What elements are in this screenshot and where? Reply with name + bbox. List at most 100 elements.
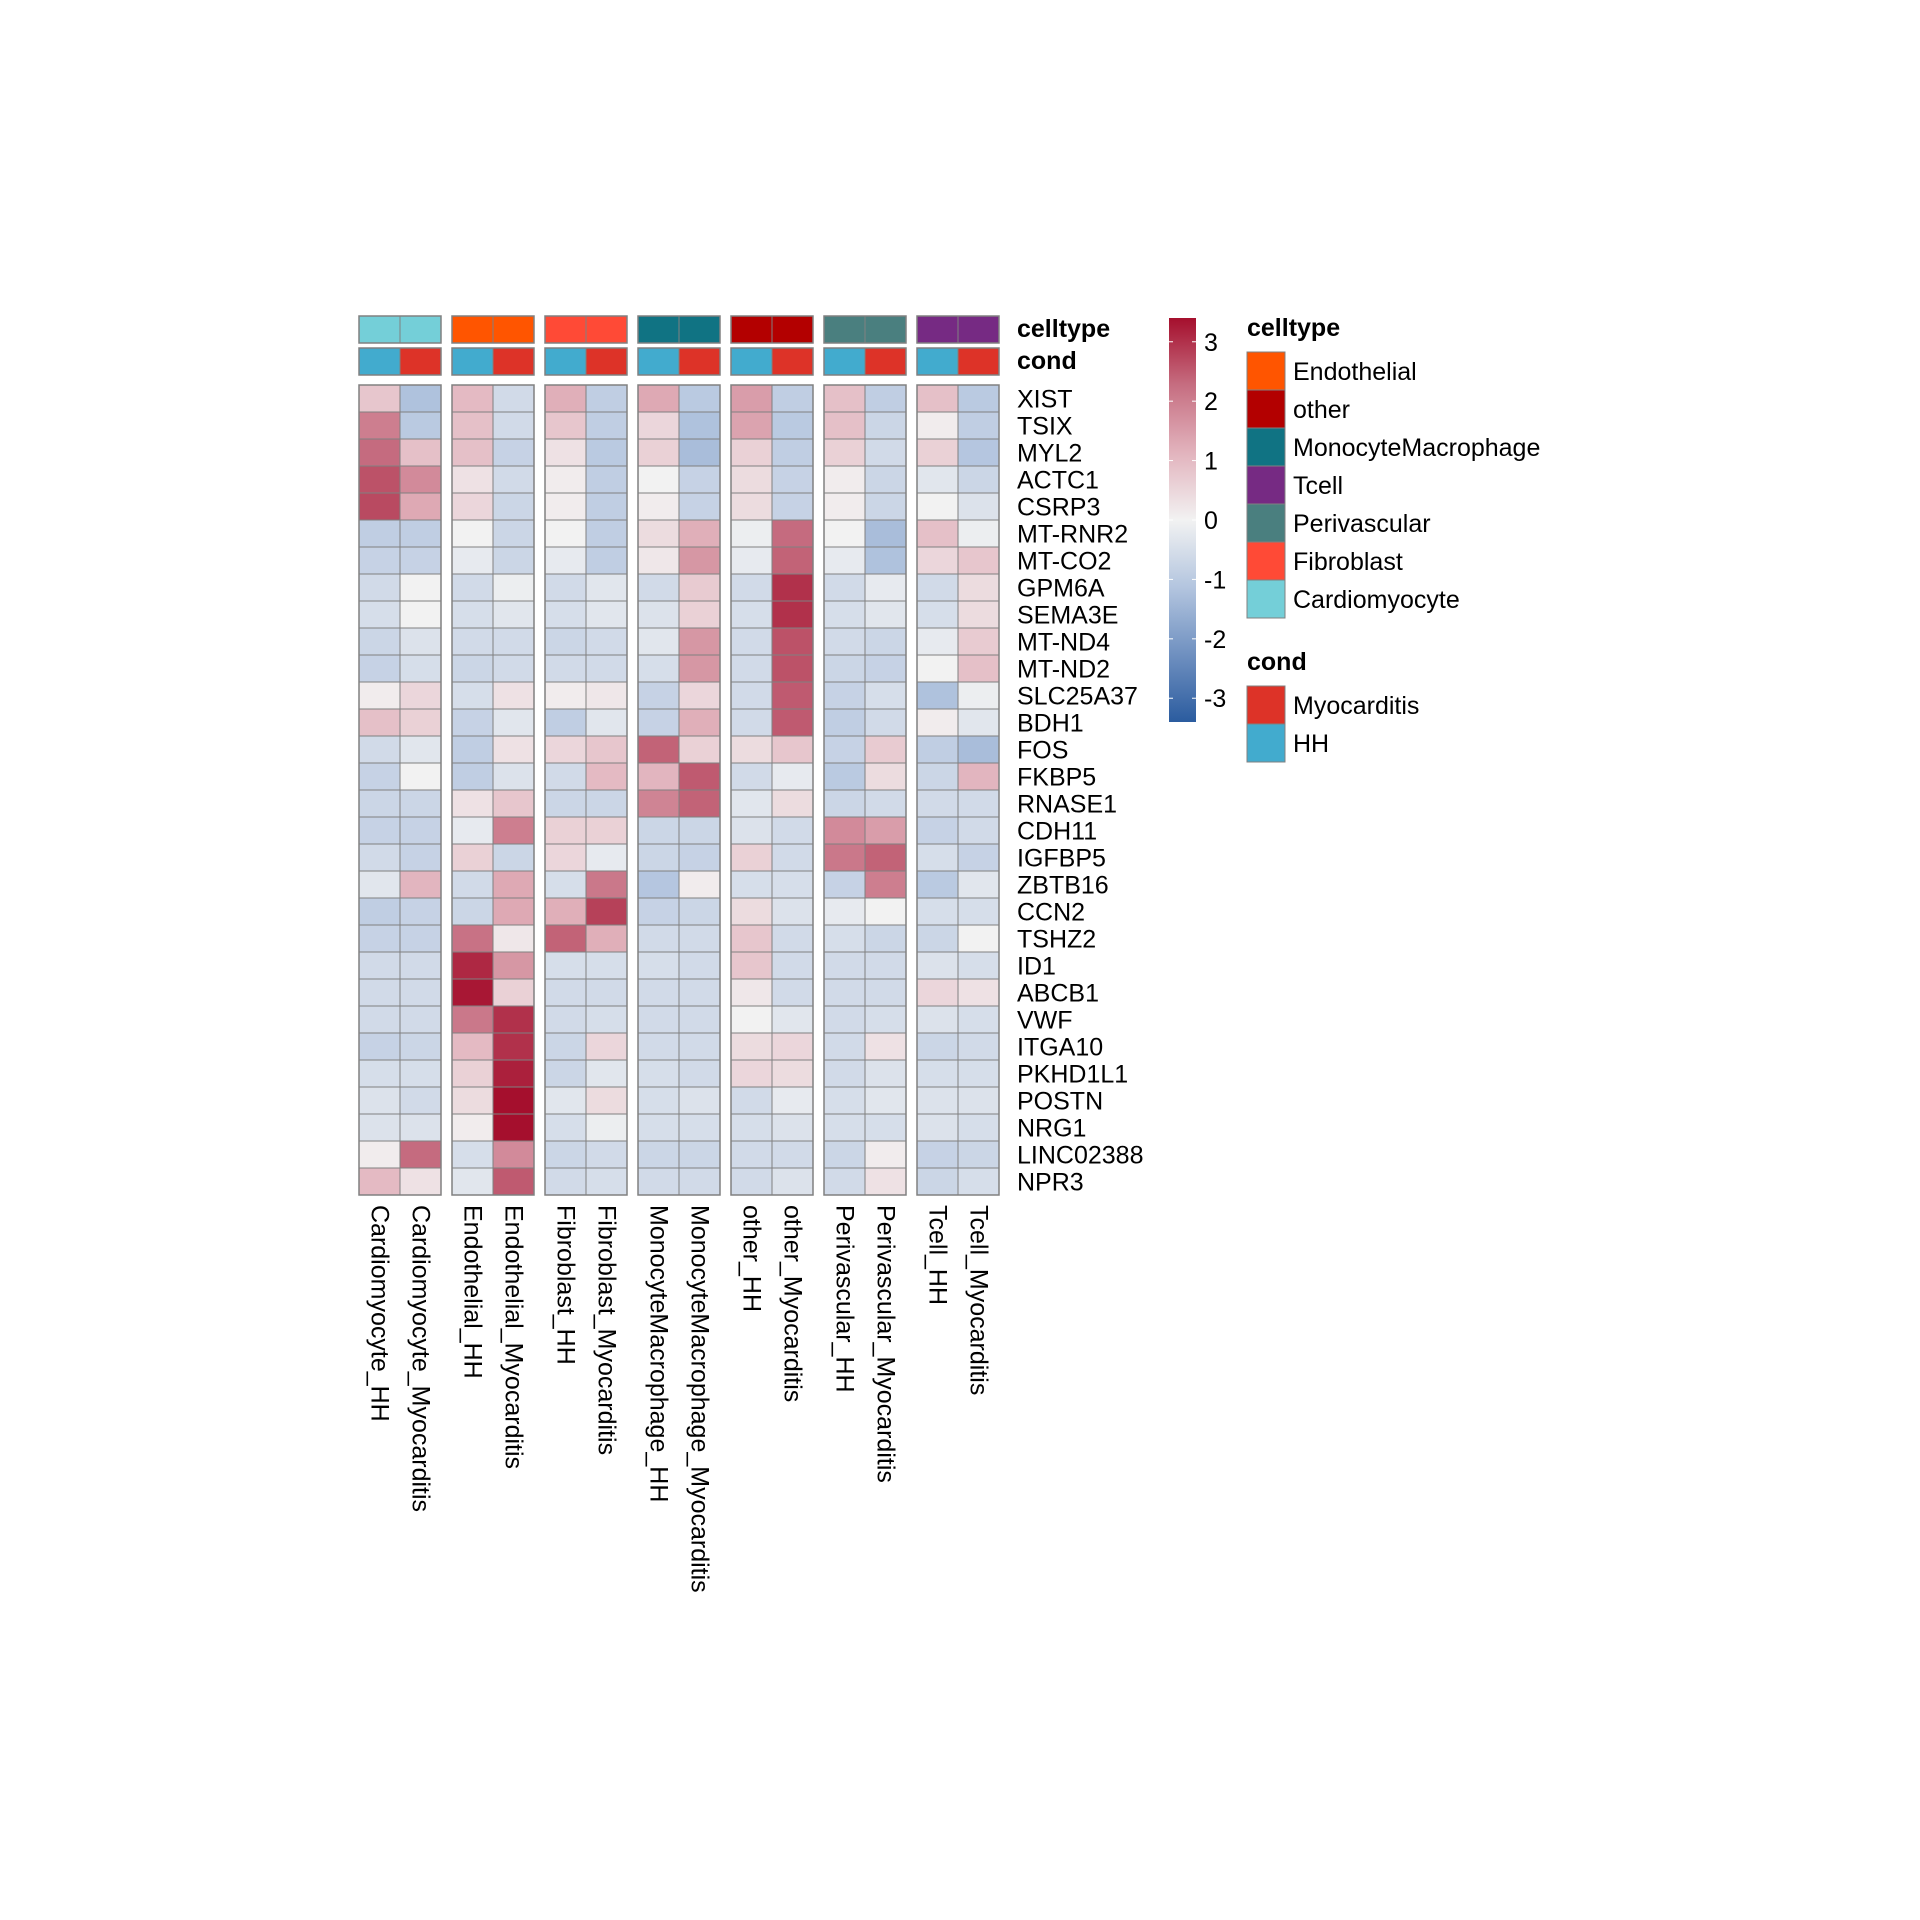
heatmap-cell (864, 465, 907, 494)
heatmap-cell (399, 438, 442, 467)
heatmap-cell (957, 951, 1000, 980)
heatmap-cell (637, 897, 680, 926)
heatmap-cell (771, 573, 814, 602)
heatmap-cell (637, 870, 680, 899)
heatmap-cell (678, 735, 721, 764)
heatmap-cell (544, 843, 587, 872)
column-label: Fibroblast_HH (552, 1205, 580, 1365)
heatmap-cell (358, 546, 401, 575)
heatmap-cell (957, 762, 1000, 791)
heatmap-group-frame (730, 384, 814, 1196)
heatmap-cell (492, 897, 535, 926)
heatmap-cell (730, 951, 773, 980)
heatmap-cell (544, 789, 587, 818)
legend-swatch (1246, 389, 1286, 429)
heatmap-cell (399, 735, 442, 764)
heatmap-cell (916, 843, 959, 872)
heatmap-cell (771, 465, 814, 494)
heatmap-cell (399, 897, 442, 926)
heatmap-cell (637, 951, 680, 980)
heatmap-cell (678, 492, 721, 521)
heatmap-cell (771, 924, 814, 953)
heatmap-cell (492, 573, 535, 602)
row-label: SLC25A37 (1017, 683, 1138, 711)
cond-annotation-cell (544, 347, 587, 376)
color-scale-tick-label: -1 (1204, 566, 1226, 594)
celltype-annotation-cell (492, 315, 535, 344)
annotation-row-labels: celltype cond (1017, 315, 1110, 375)
cond-annotation-cell (358, 347, 401, 376)
heatmap-cell (451, 1140, 494, 1169)
heatmap-cell (637, 735, 680, 764)
heatmap-cell (678, 384, 721, 413)
heatmap-cell (730, 870, 773, 899)
heatmap-cell (916, 492, 959, 521)
heatmap-cell (451, 465, 494, 494)
heatmap-cell (916, 600, 959, 629)
heatmap-cell (864, 384, 907, 413)
heatmap-cell (358, 465, 401, 494)
legend-item-label: Perivascular (1293, 510, 1431, 538)
heatmap-cell (864, 870, 907, 899)
heatmap-cell (451, 627, 494, 656)
heatmap-cell (544, 1086, 587, 1115)
heatmap-cell (451, 546, 494, 575)
heatmap-cell (823, 762, 866, 791)
heatmap-cell (916, 1059, 959, 1088)
heatmap-cell (730, 573, 773, 602)
heatmap-cell (637, 546, 680, 575)
heatmap-cell (916, 1113, 959, 1142)
heatmap-cell (730, 654, 773, 683)
heatmap-cell (771, 1086, 814, 1115)
heatmap-cell (771, 951, 814, 980)
heatmap-cell (358, 573, 401, 602)
heatmap-cell (399, 924, 442, 953)
heatmap-cell (399, 681, 442, 710)
heatmap-cell (730, 492, 773, 521)
heatmap-cell (637, 654, 680, 683)
heatmap-cell (957, 897, 1000, 926)
heatmap-cell (492, 600, 535, 629)
column-label: Tcell_HH (924, 1205, 952, 1305)
heatmap-cell (399, 465, 442, 494)
celltype-annotation-cell (637, 315, 680, 344)
heatmap-cell (916, 762, 959, 791)
heatmap-cell (399, 951, 442, 980)
heatmap-cell (544, 708, 587, 737)
heatmap-cell (823, 1059, 866, 1088)
heatmap-cell (823, 843, 866, 872)
heatmap-cell (585, 600, 628, 629)
heatmap-cell (585, 978, 628, 1007)
heatmap-cell (544, 1005, 587, 1034)
heatmap-cell (492, 1059, 535, 1088)
heatmap-cell (492, 708, 535, 737)
legend-title-celltype: celltype (1247, 314, 1340, 342)
heatmap-cell (585, 870, 628, 899)
heatmap-cell (864, 681, 907, 710)
heatmap-group-frame (544, 384, 628, 1196)
heatmap-cell (585, 1032, 628, 1061)
column-label: other_Myocarditis (779, 1205, 807, 1402)
heatmap-cell (358, 627, 401, 656)
heatmap-cell (492, 1005, 535, 1034)
heatmap-cell (451, 1032, 494, 1061)
color-scale-tick-label: -3 (1204, 685, 1226, 713)
row-label: MT-ND2 (1017, 656, 1110, 684)
legend-swatch (1246, 723, 1286, 763)
heatmap-cell (544, 924, 587, 953)
heatmap-cell (399, 762, 442, 791)
heatmap-cell (823, 1140, 866, 1169)
heatmap-cell (864, 897, 907, 926)
legend-item-label: Cardiomyocyte (1293, 586, 1460, 614)
celltype-annotation-cell (916, 315, 959, 344)
heatmap-cell (451, 573, 494, 602)
heatmap-cell (823, 1032, 866, 1061)
heatmap-cell (771, 978, 814, 1007)
cond-group-frame (451, 347, 535, 376)
heatmap-cell (544, 870, 587, 899)
celltype-annotation-cell (957, 315, 1000, 344)
heatmap-cell (864, 1032, 907, 1061)
heatmap-cell (585, 627, 628, 656)
heatmap-cell (957, 438, 1000, 467)
heatmap-cell (730, 1059, 773, 1088)
